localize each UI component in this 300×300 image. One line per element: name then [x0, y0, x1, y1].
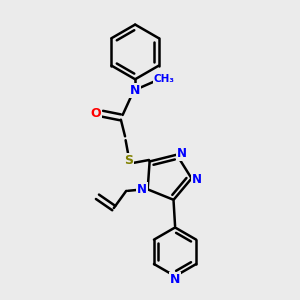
Text: O: O	[91, 107, 101, 120]
Text: N: N	[170, 273, 180, 286]
Text: CH₃: CH₃	[154, 74, 175, 84]
Text: N: N	[130, 84, 140, 97]
Text: N: N	[192, 173, 202, 186]
Text: S: S	[124, 154, 133, 166]
Text: N: N	[137, 183, 147, 196]
Text: N: N	[177, 147, 187, 160]
